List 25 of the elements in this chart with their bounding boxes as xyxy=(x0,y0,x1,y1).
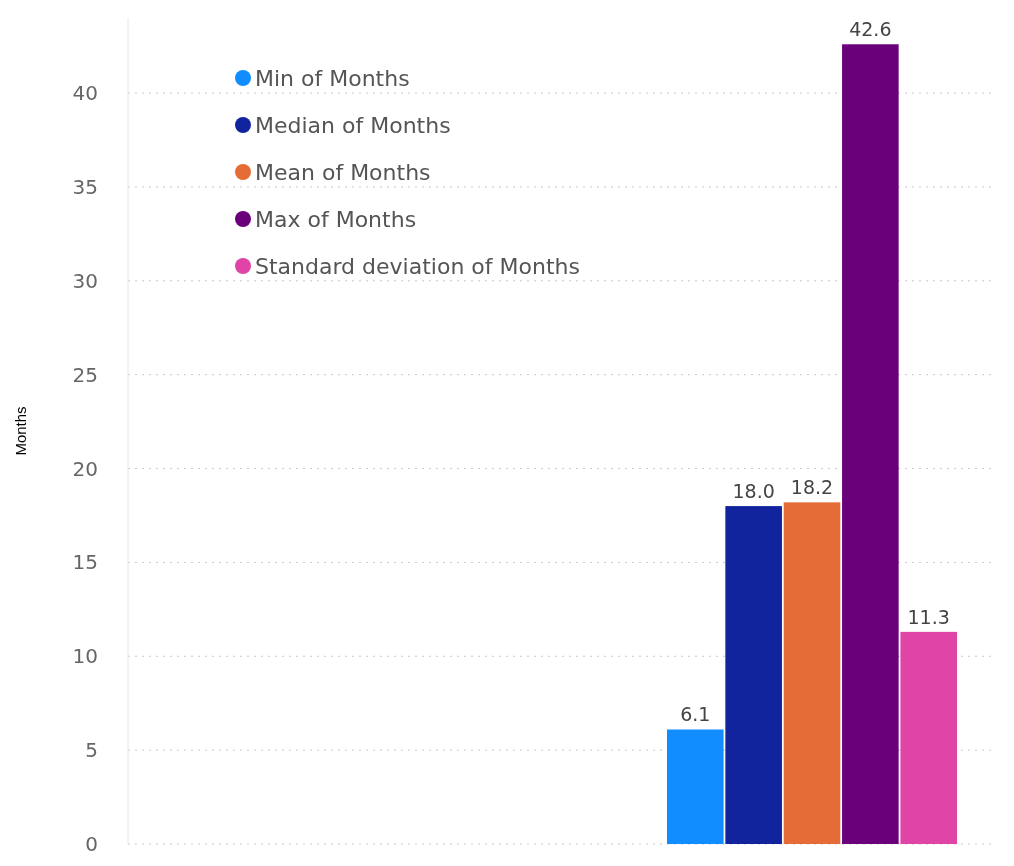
y-tick-label: 10 xyxy=(72,644,98,669)
legend-label: Standard deviation of Months xyxy=(255,253,580,279)
legend-label: Max of Months xyxy=(255,206,417,232)
data-label: 11.3 xyxy=(907,605,950,628)
bar xyxy=(783,502,841,844)
y-tick-label: 15 xyxy=(72,550,98,575)
y-tick-label: 40 xyxy=(72,81,98,106)
y-tick-label: 0 xyxy=(85,832,98,856)
legend-label: Median of Months xyxy=(255,112,451,138)
data-label: 18.0 xyxy=(732,480,775,503)
legend-label: Mean of Months xyxy=(255,159,431,185)
y-tick-label: 5 xyxy=(85,738,98,763)
bar xyxy=(667,729,724,844)
bar xyxy=(842,44,899,844)
data-label: 42.6 xyxy=(849,18,892,41)
data-label: 6.1 xyxy=(680,703,711,726)
y-tick-label: 30 xyxy=(72,268,98,293)
bar xyxy=(900,631,957,844)
bar xyxy=(725,506,782,844)
data-label: 18.2 xyxy=(790,476,834,499)
y-axis-title: Months xyxy=(12,406,29,456)
legend-label: Min of Months xyxy=(255,65,410,91)
y-tick-label: 25 xyxy=(72,362,98,387)
y-tick-label: 35 xyxy=(72,174,98,199)
y-tick-label: 20 xyxy=(72,456,98,481)
